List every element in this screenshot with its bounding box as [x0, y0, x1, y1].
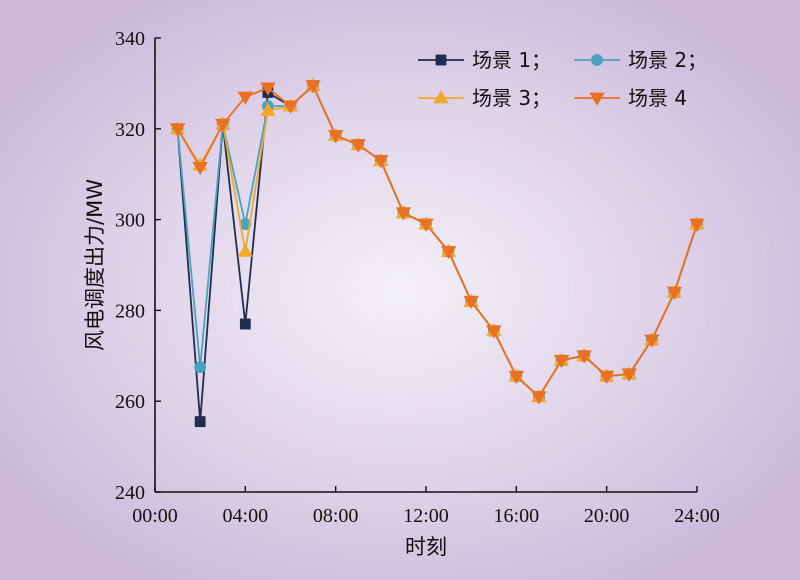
- series-2: [171, 79, 703, 403]
- y-axis-title: 风电调度出力/MW: [83, 179, 107, 351]
- series-4: [169, 80, 705, 405]
- y-tick-label: 340: [115, 28, 145, 50]
- y-tick-label: 300: [115, 210, 145, 232]
- series-1-point: [239, 318, 251, 330]
- legend-label: 场景 1；: [472, 48, 551, 72]
- legend-item-2: 场景 2；: [574, 48, 707, 72]
- series-4-point: [350, 139, 366, 153]
- series-4-point: [260, 82, 276, 96]
- x-tick-label: 24:00: [674, 505, 720, 527]
- series-4-point: [486, 325, 502, 339]
- series-3-line: [176, 84, 698, 398]
- series-4-point: [440, 245, 457, 260]
- y-tick-label: 280: [115, 300, 145, 322]
- series-4-point: [531, 391, 547, 405]
- series-2-point: [194, 361, 207, 374]
- x-tick-label: 16:00: [494, 505, 540, 527]
- series-4-line: [176, 84, 698, 398]
- series-4-point: [621, 368, 637, 382]
- series-1-line: [176, 84, 698, 423]
- series-4-point: [282, 100, 299, 114]
- series-4-point: [553, 354, 570, 369]
- series-1-point: [194, 416, 206, 428]
- x-tick-label: 00:00: [132, 505, 178, 527]
- series-2-line: [176, 84, 698, 398]
- legend-marker: [589, 92, 605, 106]
- series-4-point: [666, 286, 683, 301]
- series-4-point: [644, 334, 660, 348]
- legend-item-4: 场景 4: [574, 86, 687, 110]
- legend-marker: [433, 90, 449, 104]
- series-4-point: [689, 218, 705, 232]
- y-tick-label: 260: [115, 391, 145, 413]
- series-3-point: [260, 102, 276, 117]
- legend-marker: [591, 54, 603, 66]
- series-4-point: [598, 370, 615, 385]
- series-4-point: [305, 80, 321, 94]
- series-3-point: [237, 243, 254, 257]
- legend-label: 场景 4: [628, 86, 687, 110]
- series-4-point: [327, 130, 344, 144]
- series-4-point: [508, 370, 525, 385]
- legend-marker: [435, 54, 447, 66]
- series-4-point: [395, 207, 412, 221]
- y-tick-label: 320: [115, 119, 145, 141]
- axes: 240 260 280 300 320 340 00:00 04:00 08:00 12:00 16…: [115, 28, 720, 527]
- legend-label: 场景 3；: [472, 86, 551, 110]
- x-tick-label: 12:00: [403, 505, 449, 527]
- legend-item-1: 场景 1；: [418, 48, 551, 72]
- legend-item-3: 场景 3；: [418, 86, 551, 110]
- x-tick-label: 08:00: [313, 505, 359, 527]
- series-4-point: [169, 123, 186, 137]
- series-4-point: [237, 91, 254, 105]
- series-4-point: [373, 155, 389, 169]
- series-4-point: [418, 218, 434, 232]
- series-4-point: [215, 118, 231, 133]
- x-axis-title: 时刻: [405, 535, 447, 559]
- series-4-point: [463, 295, 479, 310]
- x-tick-label: 04:00: [223, 505, 269, 527]
- series-3: [169, 77, 705, 403]
- legend-label: 场景 2；: [628, 48, 707, 72]
- y-tick-label: 240: [115, 482, 145, 504]
- series-layer: [169, 77, 705, 428]
- x-tick-label: 20:00: [584, 505, 630, 527]
- series-4-point: [192, 161, 208, 176]
- series-4-point: [576, 350, 592, 364]
- legend: 场景 1； 场景 2； 场景 3； 场景 4: [418, 48, 707, 110]
